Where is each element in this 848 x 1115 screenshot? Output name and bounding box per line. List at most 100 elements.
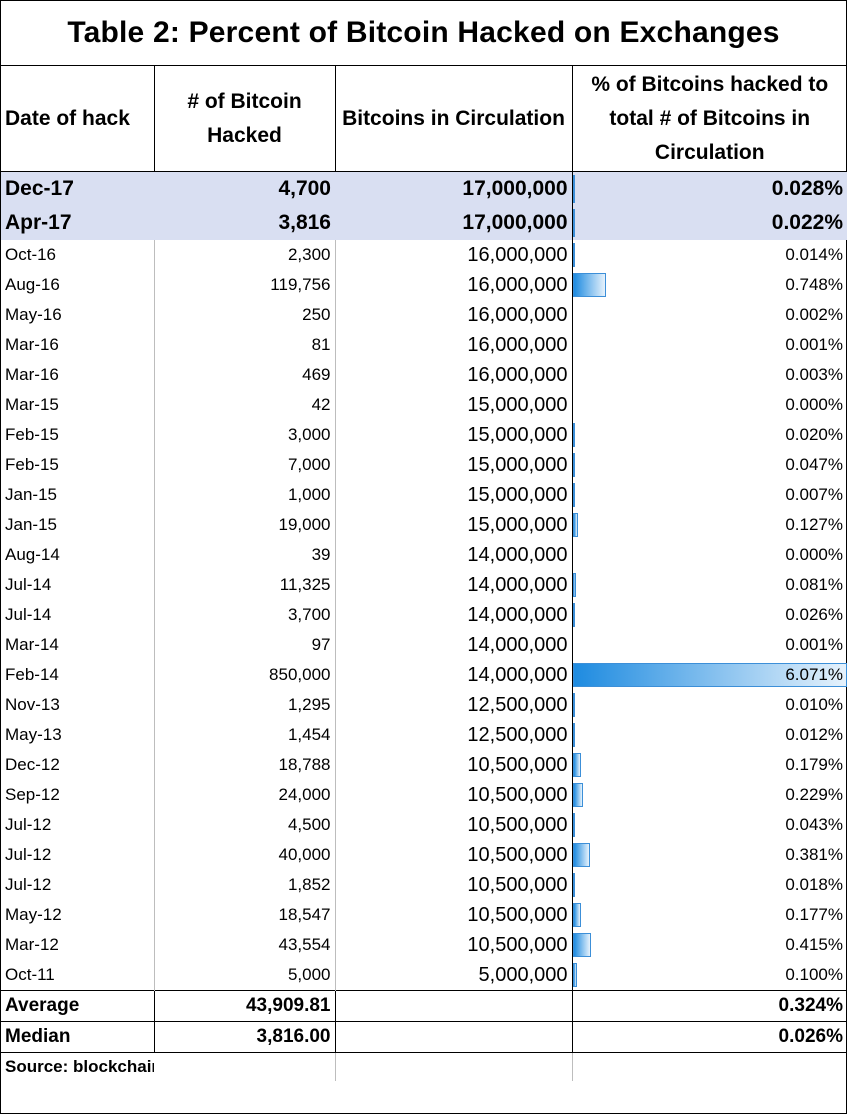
percent-value: 0.018% [785, 875, 843, 894]
percent-cell: 0.000% [572, 540, 847, 570]
percent-value: 0.179% [785, 755, 843, 774]
summary-empty [335, 990, 573, 1022]
empty-cell [335, 1052, 573, 1081]
data-bar [572, 603, 575, 627]
hacked-cell: 3,700 [154, 600, 336, 630]
percent-cell: 0.018% [572, 870, 847, 900]
circulation-cell: 16,000,000 [335, 360, 573, 390]
summary-empty [335, 1021, 573, 1053]
table-row: Jul-14 11,325 14,000,000 0.081% [1, 570, 847, 600]
date-cell: Nov-13 [1, 690, 155, 720]
hacked-cell: 2,300 [154, 240, 336, 270]
circulation-cell: 14,000,000 [335, 570, 573, 600]
percent-value: 0.100% [785, 965, 843, 984]
table-row: May-12 18,547 10,500,000 0.177% [1, 900, 847, 930]
table-row: May-13 1,454 12,500,000 0.012% [1, 720, 847, 750]
percent-value: 0.047% [785, 455, 843, 474]
data-bar [572, 513, 579, 537]
table-row: Oct-11 5,000 5,000,000 0.100% [1, 960, 847, 991]
hacked-cell: 3,000 [154, 420, 336, 450]
date-cell: Jan-15 [1, 510, 155, 540]
table-row: Mar-12 43,554 10,500,000 0.415% [1, 930, 847, 960]
hacked-cell: 850,000 [154, 660, 336, 690]
percent-cell: 0.026% [572, 600, 847, 630]
percent-value: 0.028% [771, 177, 843, 200]
data-bar [572, 903, 581, 927]
date-cell: Jan-15 [1, 480, 155, 510]
date-cell: Feb-15 [1, 450, 155, 480]
circulation-cell: 15,000,000 [335, 390, 573, 420]
source-note: Source: blockchain.info [1, 1052, 154, 1081]
header-hacked: # of Bitcoin Hacked [154, 66, 336, 172]
percent-cell: 0.081% [572, 570, 847, 600]
date-cell: Aug-14 [1, 540, 155, 570]
table-row: Jul-12 1,852 10,500,000 0.018% [1, 870, 847, 900]
hacked-cell: 42 [154, 390, 336, 420]
percent-cell: 0.043% [572, 810, 847, 840]
circulation-cell: 5,000,000 [335, 960, 573, 991]
percent-cell: 6.071% [572, 660, 847, 690]
circulation-cell: 10,500,000 [335, 900, 573, 930]
table-title: Table 2: Percent of Bitcoin Hacked on Ex… [1, 1, 846, 66]
date-cell: Mar-14 [1, 630, 155, 660]
percent-cell: 0.047% [572, 450, 847, 480]
hacked-cell: 1,454 [154, 720, 336, 750]
circulation-cell: 17,000,000 [335, 206, 573, 240]
percent-cell: 0.748% [572, 270, 847, 300]
data-bar [572, 933, 592, 957]
table-row: Mar-15 42 15,000,000 0.000% [1, 390, 847, 420]
percent-cell: 0.179% [572, 750, 847, 780]
circulation-cell: 10,500,000 [335, 840, 573, 870]
hacked-cell: 1,000 [154, 480, 336, 510]
percent-value: 0.012% [785, 725, 843, 744]
summary-hacked: 43,909.81 [154, 990, 336, 1022]
data-bar [572, 963, 578, 987]
hacked-cell: 119,756 [154, 270, 336, 300]
percent-value: 0.002% [785, 305, 843, 324]
summary-row: Average 43,909.81 0.324% [1, 990, 847, 1022]
date-cell: Feb-14 [1, 660, 155, 690]
percent-cell: 0.003% [572, 360, 847, 390]
table-row: Jul-14 3,700 14,000,000 0.026% [1, 600, 847, 630]
circulation-cell: 14,000,000 [335, 630, 573, 660]
percent-cell: 0.002% [572, 300, 847, 330]
percent-value: 0.014% [785, 245, 843, 264]
table-row: Nov-13 1,295 12,500,000 0.010% [1, 690, 847, 720]
percent-value: 0.001% [785, 635, 843, 654]
data-bar [572, 723, 575, 747]
table-row: May-16 250 16,000,000 0.002% [1, 300, 847, 330]
hacked-cell: 18,547 [154, 900, 336, 930]
hacked-cell: 1,852 [154, 870, 336, 900]
date-cell: Jul-14 [1, 600, 155, 630]
percent-value: 0.043% [785, 815, 843, 834]
percent-value: 0.022% [771, 211, 843, 234]
percent-cell: 0.001% [572, 630, 847, 660]
summary-percent: 0.324% [572, 990, 847, 1022]
circulation-cell: 15,000,000 [335, 510, 573, 540]
circulation-cell: 12,500,000 [335, 720, 573, 750]
table-row: Sep-12 24,000 10,500,000 0.229% [1, 780, 847, 810]
hacked-cell: 97 [154, 630, 336, 660]
circulation-cell: 15,000,000 [335, 480, 573, 510]
hacked-cell: 11,325 [154, 570, 336, 600]
data-bar [572, 273, 607, 297]
circulation-cell: 10,500,000 [335, 810, 573, 840]
percent-value: 0.026% [785, 605, 843, 624]
hacked-cell: 18,788 [154, 750, 336, 780]
data-bar [572, 175, 575, 203]
percent-value: 0.007% [785, 485, 843, 504]
summary-label: Median [1, 1021, 155, 1053]
data-bar [572, 573, 577, 597]
table-row: Aug-16 119,756 16,000,000 0.748% [1, 270, 847, 300]
table-row: Mar-14 97 14,000,000 0.001% [1, 630, 847, 660]
hacked-cell: 39 [154, 540, 336, 570]
table-row: Jan-15 19,000 15,000,000 0.127% [1, 510, 847, 540]
table-row: Mar-16 81 16,000,000 0.001% [1, 330, 847, 360]
circulation-cell: 10,500,000 [335, 780, 573, 810]
percent-value: 0.127% [785, 515, 843, 534]
percent-value: 0.010% [785, 695, 843, 714]
table-row: Aug-14 39 14,000,000 0.000% [1, 540, 847, 570]
circulation-cell: 10,500,000 [335, 870, 573, 900]
hacked-cell: 7,000 [154, 450, 336, 480]
